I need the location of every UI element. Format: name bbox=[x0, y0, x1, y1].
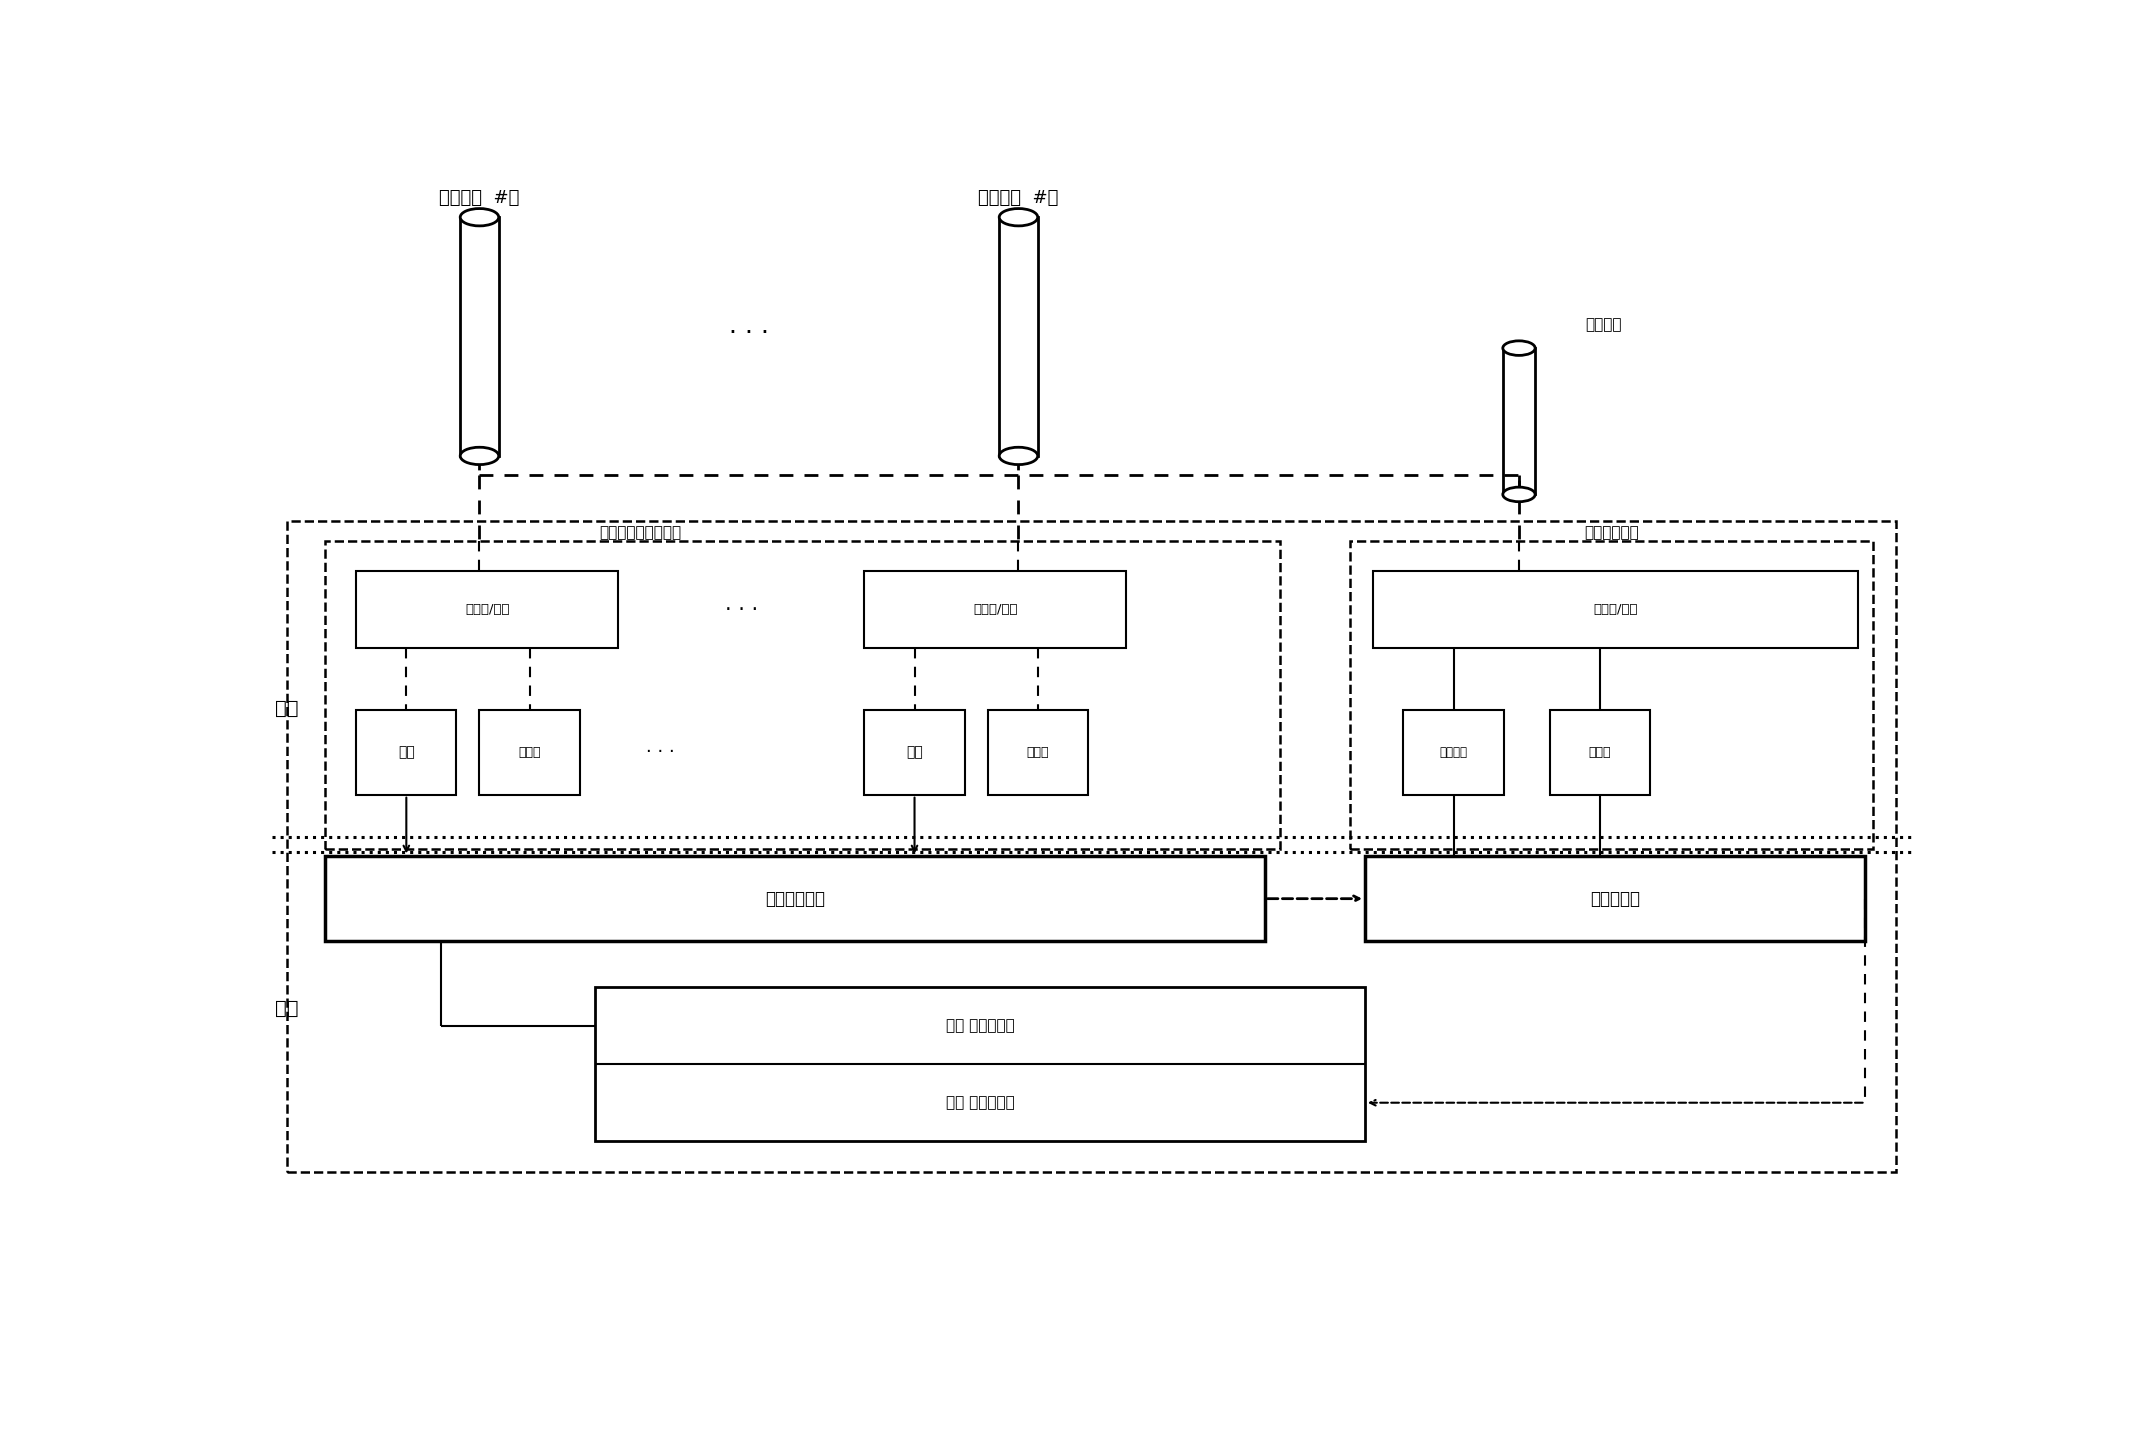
Text: 束成形处理器: 束成形处理器 bbox=[765, 890, 824, 907]
Text: ｉＲＸ: ｉＲＸ bbox=[1027, 746, 1048, 759]
Bar bbox=[356, 710, 456, 795]
Text: · · ·: · · · bbox=[728, 321, 769, 345]
Bar bbox=[1350, 541, 1872, 848]
Text: 双工器/开关: 双工器/开关 bbox=[973, 604, 1018, 617]
Text: ＴＸ: ＴＸ bbox=[905, 745, 922, 759]
Text: 天线单元  #１: 天线单元 #１ bbox=[439, 188, 520, 207]
Bar bbox=[1365, 856, 1866, 940]
Text: ＲＸｃ: ＲＸｃ bbox=[1589, 746, 1610, 759]
Ellipse shape bbox=[1504, 341, 1536, 355]
Text: 双工器/开关: 双工器/开关 bbox=[464, 604, 509, 617]
Text: ＲＸ 系数查询表: ＲＸ 系数查询表 bbox=[946, 1096, 1014, 1110]
Text: · · ·: · · · bbox=[724, 600, 758, 620]
Bar bbox=[479, 710, 579, 795]
Text: · · ·: · · · bbox=[645, 743, 675, 761]
Bar bbox=[326, 541, 1280, 848]
Text: ＴＸ 系数查询表: ＴＸ 系数查询表 bbox=[946, 1018, 1014, 1034]
Ellipse shape bbox=[999, 447, 1037, 464]
Text: 双工器/开关: 双工器/开关 bbox=[1593, 604, 1638, 617]
Ellipse shape bbox=[1504, 487, 1536, 502]
Bar bbox=[1551, 710, 1651, 795]
Text: ｉＴＸｃ: ｉＴＸｃ bbox=[1440, 746, 1468, 759]
Bar bbox=[988, 710, 1088, 795]
Bar bbox=[865, 710, 965, 795]
Text: ＴＸ: ＴＸ bbox=[398, 745, 415, 759]
Text: ｉＲＸ: ｉＲＸ bbox=[518, 746, 541, 759]
Text: 校准处理器: 校准处理器 bbox=[1591, 890, 1640, 907]
Text: 射频: 射频 bbox=[275, 699, 298, 718]
Bar bbox=[460, 217, 498, 456]
Bar bbox=[288, 522, 1896, 1172]
Text: 校准天线: 校准天线 bbox=[1585, 318, 1621, 332]
Bar bbox=[1404, 710, 1504, 795]
Bar bbox=[1372, 571, 1857, 649]
Bar bbox=[1504, 348, 1536, 495]
Text: 天线单元  #ｎ: 天线单元 #ｎ bbox=[978, 188, 1059, 207]
Ellipse shape bbox=[999, 209, 1037, 226]
Bar bbox=[999, 217, 1037, 456]
Text: 校准收发信机: 校准收发信机 bbox=[1585, 525, 1638, 541]
Text: 基带: 基带 bbox=[275, 999, 298, 1018]
Text: ｎ个工作的收发信机: ｎ个工作的收发信机 bbox=[599, 525, 682, 541]
Ellipse shape bbox=[460, 209, 498, 226]
Bar bbox=[865, 571, 1127, 649]
Bar bbox=[356, 571, 618, 649]
Ellipse shape bbox=[460, 447, 498, 464]
Bar bbox=[594, 988, 1365, 1142]
Bar bbox=[326, 856, 1265, 940]
